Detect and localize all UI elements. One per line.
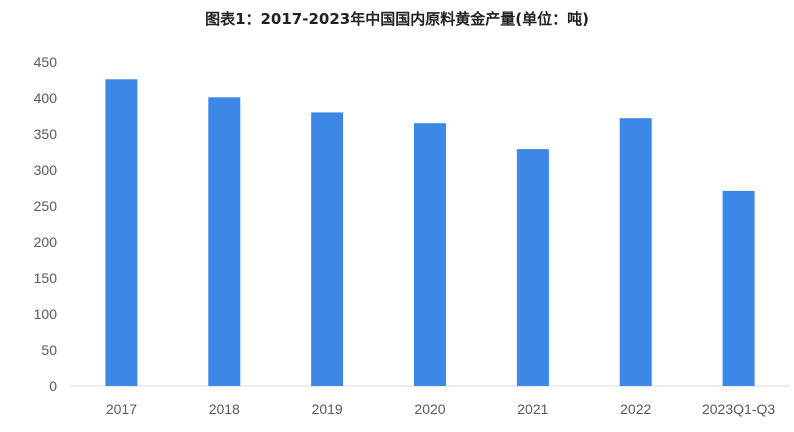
x-tick-label: 2018: [209, 401, 240, 417]
bar-2020: [414, 123, 446, 386]
x-tick-label: 2022: [620, 401, 651, 417]
x-tick-label: 2017: [106, 401, 137, 417]
bar-2022: [619, 118, 652, 386]
y-tick-label: 200: [34, 234, 58, 250]
bar-2021: [516, 149, 549, 386]
x-tick-label: 2021: [517, 401, 548, 417]
chart-title: 图表1：2017-2023年中国国内原料黄金产量(单位：吨): [205, 10, 589, 28]
bar-2018: [208, 97, 241, 386]
y-tick-label: 400: [34, 90, 58, 106]
x-axis-ticks: 2017 2018 2019 2020 2021 2022 2023Q1-Q3: [106, 401, 776, 417]
y-tick-label: 250: [34, 198, 58, 214]
y-tick-label: 0: [49, 378, 57, 394]
bar-2019: [311, 112, 344, 387]
y-tick-label: 300: [34, 162, 58, 178]
y-tick-label: 350: [34, 126, 58, 142]
y-axis-ticks: 0 50 100 150 200 250 300 350 400 450: [34, 54, 58, 394]
y-tick-label: 450: [34, 54, 58, 70]
bars: [105, 79, 755, 387]
y-tick-label: 100: [34, 306, 58, 322]
y-tick-label: 50: [41, 342, 57, 358]
x-tick-label: 2019: [312, 401, 343, 417]
x-tick-label: 2023Q1-Q3: [702, 401, 775, 417]
bar-2023Q1-Q3: [722, 190, 755, 386]
bar-2017: [105, 79, 138, 386]
y-tick-label: 150: [34, 270, 58, 286]
x-tick-label: 2020: [414, 401, 445, 417]
